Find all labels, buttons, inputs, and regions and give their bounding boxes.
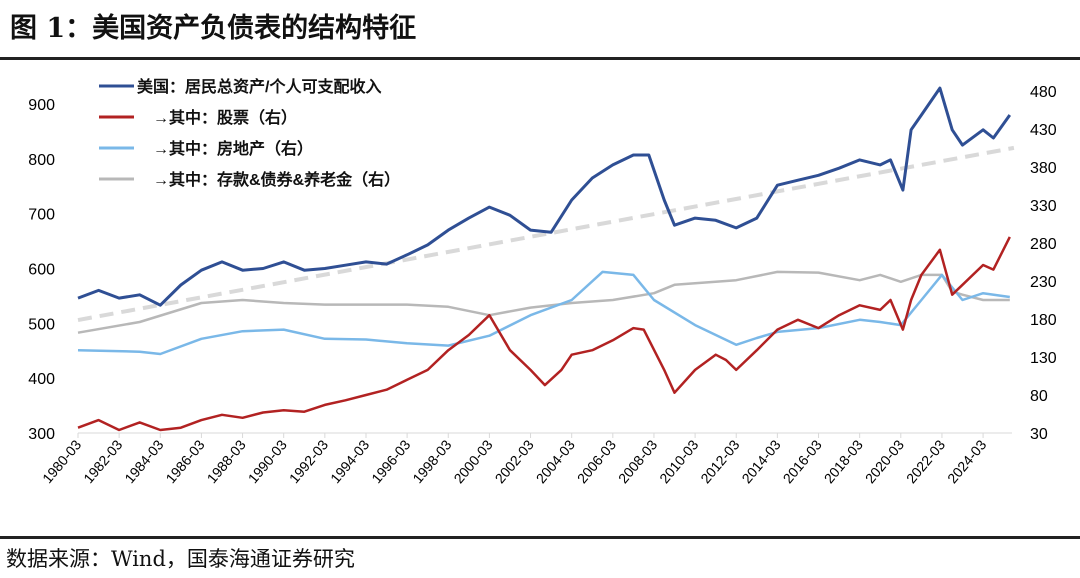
- y-right-tick-label: 30: [1030, 426, 1048, 443]
- legend-label: →其中：房地产（右）: [153, 139, 313, 158]
- y-left-tick-label: 500: [28, 316, 55, 333]
- x-tick-label: 1982-03: [80, 436, 125, 486]
- x-tick-label: 1980-03: [39, 436, 84, 486]
- x-tick-label: 1986-03: [162, 436, 207, 486]
- x-tick-label: 2012-03: [697, 436, 742, 486]
- x-tick-label: 1984-03: [121, 436, 166, 486]
- y-right-tick-label: 180: [1030, 312, 1057, 329]
- x-tick-label: 2010-03: [656, 436, 701, 486]
- x-tick-label: 1988-03: [204, 436, 249, 486]
- y-left-tick-label: 900: [28, 97, 55, 114]
- x-tick-label: 2020-03: [862, 436, 907, 486]
- series-line-0: [77, 86, 1012, 307]
- x-tick-label: 2014-03: [738, 436, 783, 486]
- x-tick-label: 1992-03: [286, 436, 331, 486]
- bottom-rule: [0, 536, 1080, 539]
- series-line-1: [77, 236, 1011, 432]
- y-left-tick-label: 600: [28, 262, 55, 279]
- series-line-2: [77, 270, 1010, 356]
- y-left-tick-label: 700: [28, 207, 55, 224]
- series-line-3: [77, 270, 1010, 334]
- y-right-tick-label: 280: [1030, 236, 1057, 253]
- y-right-tick-label: 230: [1030, 274, 1057, 291]
- y-right-tick-label: 80: [1030, 388, 1048, 405]
- y-left-tick-label: 400: [28, 371, 55, 388]
- chart: 1980-031982-031984-031986-031988-031990-…: [28, 77, 1057, 486]
- y-left-tick-label: 800: [28, 152, 55, 169]
- source-note: 数据来源：Wind，国泰海通证券研究: [6, 547, 355, 571]
- x-tick-label: 2008-03: [615, 436, 660, 486]
- legend-label: 美国：居民总资产/个人可支配收入: [137, 77, 381, 96]
- x-tick-label: 1990-03: [245, 436, 290, 486]
- trend-line: [77, 145, 1015, 323]
- y-right-tick-label: 130: [1030, 350, 1057, 367]
- x-tick-label: 2004-03: [533, 436, 578, 486]
- x-tick-label: 1994-03: [327, 436, 372, 486]
- legend-label: →其中：股票（右）: [153, 108, 297, 127]
- y-right-tick-label: 480: [1030, 84, 1057, 101]
- x-tick-label: 2024-03: [944, 436, 989, 486]
- y-right-tick-label: 380: [1030, 160, 1057, 177]
- x-tick-label: 1996-03: [368, 436, 413, 486]
- x-tick-label: 1998-03: [409, 436, 454, 486]
- x-tick-label: 2016-03: [780, 436, 825, 486]
- figure-title: 图 1：美国资产负债表的结构特征: [10, 13, 417, 44]
- top-rule: [0, 57, 1080, 60]
- legend-label: →其中：存款&债券&养老金（右）: [153, 170, 400, 189]
- x-tick-label: 2002-03: [492, 436, 537, 486]
- x-tick-label: 2006-03: [574, 436, 619, 486]
- x-tick-label: 2022-03: [903, 436, 948, 486]
- x-tick-label: 2000-03: [450, 436, 495, 486]
- y-right-tick-label: 430: [1030, 122, 1057, 139]
- x-tick-label: 2018-03: [821, 436, 866, 486]
- y-right-tick-label: 330: [1030, 198, 1057, 215]
- y-left-tick-label: 300: [28, 426, 55, 443]
